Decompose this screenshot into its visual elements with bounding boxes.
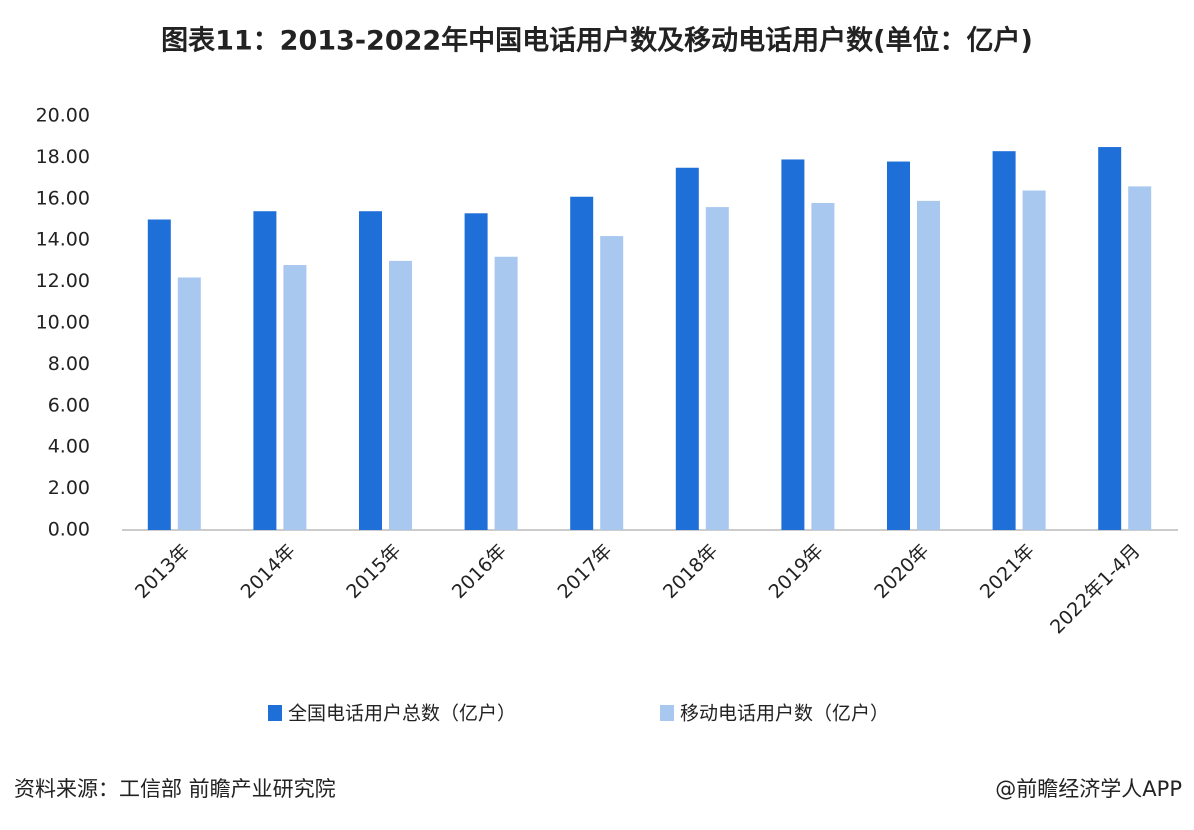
legend-swatch (268, 705, 282, 721)
chart-title: 图表11：2013-2022年中国电话用户数及移动电话用户数(单位：亿户) (161, 25, 1033, 57)
bar (917, 200, 940, 530)
x-tick-label: 2021年 (976, 540, 1039, 603)
bar (570, 196, 594, 531)
y-tick-label: 10.00 (36, 312, 90, 334)
bar (1098, 147, 1122, 531)
legend-label: 移动电话用户数（亿户） (680, 703, 889, 725)
x-tick-label: 2014年 (237, 540, 300, 603)
x-tick-label: 2017年 (553, 540, 616, 603)
y-tick-label: 12.00 (36, 270, 90, 292)
y-tick-label: 14.00 (36, 229, 90, 251)
y-tick-label: 18.00 (36, 146, 90, 168)
x-tick-label: 2015年 (342, 540, 405, 603)
credit: @前瞻经济学人APP (995, 777, 1182, 801)
source-note: 资料来源：工信部 前瞻产业研究院 (14, 777, 336, 801)
y-tick-label: 4.00 (48, 436, 90, 458)
bar (464, 213, 488, 531)
bar (1128, 186, 1152, 530)
bar (359, 211, 382, 530)
bar (992, 151, 1016, 530)
x-tick-label: 2020年 (870, 540, 933, 603)
x-tick-label: 2013年 (131, 540, 194, 603)
y-tick-label: 16.00 (36, 187, 90, 209)
bar (600, 236, 624, 530)
bar (781, 159, 805, 530)
bar (1022, 190, 1046, 530)
bar (389, 260, 412, 530)
x-tick-label: 2016年 (448, 540, 511, 603)
bar (675, 167, 699, 530)
y-tick-label: 8.00 (48, 353, 90, 375)
bar (887, 161, 910, 531)
y-tick-label: 2.00 (48, 477, 90, 499)
x-tick-label: 2018年 (659, 540, 722, 603)
x-tick-label: 2019年 (765, 540, 828, 603)
y-tick-label: 0.00 (48, 519, 90, 541)
bar (811, 202, 835, 530)
bar (705, 207, 729, 530)
legend-swatch (660, 705, 674, 721)
bar (494, 256, 518, 530)
bar (147, 219, 171, 530)
y-tick-label: 6.00 (48, 394, 90, 416)
bar (283, 265, 307, 530)
y-tick-label: 20.00 (36, 105, 90, 127)
bar (177, 277, 201, 530)
legend-label: 全国电话用户总数（亿户） (288, 703, 516, 725)
x-tick-label: 2022年1-4月 (1046, 540, 1145, 639)
bar (253, 211, 277, 530)
